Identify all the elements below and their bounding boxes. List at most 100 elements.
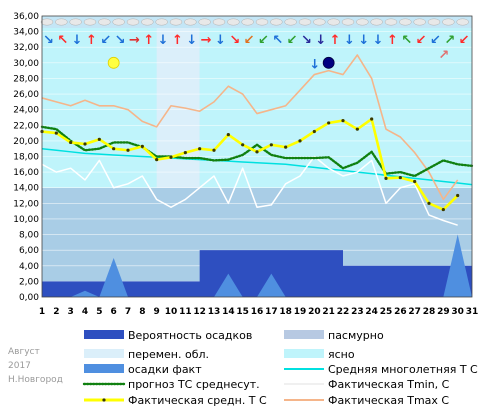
legend-label: Вероятность осадков <box>128 329 252 342</box>
legend-label: ясно <box>328 348 355 361</box>
wind-arrow-icon: ↙ <box>430 33 441 48</box>
y-tick-label: 2,00 <box>19 277 39 287</box>
wind-arrow-icon: ↓ <box>158 33 169 48</box>
y-tick-label: 32,00 <box>13 43 39 53</box>
x-tick-label: 21 <box>322 307 335 317</box>
x-tick-label: 5 <box>96 307 102 317</box>
y-tick-label: 34,00 <box>13 28 39 38</box>
cloud-icon <box>69 18 82 26</box>
data-point <box>427 201 431 205</box>
wind-arrow-icon: ↑ <box>330 33 341 48</box>
data-point <box>341 118 345 123</box>
x-tick-label: 13 <box>208 307 221 317</box>
x-tick-label: 23 <box>351 307 364 317</box>
x-tick-label: 7 <box>125 307 131 317</box>
y-tick-label: 26,00 <box>13 90 39 100</box>
x-tick-label: 1 <box>39 307 45 317</box>
data-point <box>269 143 273 147</box>
data-point <box>83 142 87 146</box>
x-tick-label: 30 <box>451 307 464 317</box>
cloud-icon <box>126 18 140 26</box>
x-tick-label: 11 <box>179 307 192 317</box>
legend-swatch <box>84 364 124 373</box>
x-tick-label: 2 <box>53 307 59 317</box>
legend-marker <box>102 398 106 402</box>
cloud-icon <box>284 18 297 26</box>
data-point <box>69 140 73 145</box>
data-point <box>255 150 259 154</box>
plot-frame <box>41 15 473 298</box>
y-tick-label: 4,00 <box>19 262 39 272</box>
x-tick-label: 22 <box>337 307 350 317</box>
x-tick-label: 3 <box>68 307 74 317</box>
data-point <box>298 139 302 143</box>
cloud-icon <box>169 18 183 26</box>
cloud-icon <box>341 18 355 26</box>
x-tick-label: 26 <box>394 307 407 317</box>
wind-arrow-icon: ↙ <box>100 33 111 48</box>
cloud-icon <box>313 18 326 26</box>
cloud-icon <box>456 18 469 26</box>
wind-arrow-icon: ↓ <box>344 33 355 48</box>
wind-arrow-icon: ↙ <box>258 33 269 48</box>
cloud-icon <box>55 18 68 26</box>
x-tick-label: 20 <box>308 307 321 317</box>
wind-arrow-icon: ↓ <box>309 57 320 72</box>
cloud-icon <box>227 18 240 26</box>
wind-arrow-icon: ↗ <box>438 48 449 63</box>
line-series <box>40 54 474 226</box>
wind-arrow-icon: ↖ <box>401 33 412 48</box>
legend-swatch <box>284 330 324 339</box>
cloud-icon <box>112 18 125 26</box>
data-point <box>284 145 288 149</box>
data-point <box>370 117 374 121</box>
cloud-icon <box>141 18 154 26</box>
legend: Вероятность осадков пасмурно перемен. обл.… <box>82 329 478 407</box>
cloud-icon <box>198 18 211 26</box>
data-point <box>226 133 230 137</box>
legend-label: пасмурно <box>328 329 384 342</box>
sky-segment <box>343 16 472 188</box>
series-line-5 <box>40 125 474 178</box>
cloud-icon <box>356 18 369 26</box>
data-point <box>97 137 101 141</box>
area-series <box>42 234 472 297</box>
data-point <box>212 148 216 152</box>
x-tick-label: 15 <box>236 307 249 317</box>
x-tick-label: 24 <box>365 307 378 317</box>
data-point <box>413 179 417 184</box>
data-point <box>241 143 245 147</box>
new-moon-icon <box>322 56 335 69</box>
cloud-icon <box>413 18 426 26</box>
cloud-icon <box>184 18 197 26</box>
y-tick-label: 36,00 <box>13 12 39 22</box>
cloud-icon <box>270 18 283 26</box>
wind-arrow-icon: ↙ <box>287 33 298 48</box>
y-tick-label: 22,00 <box>13 121 39 131</box>
data-point <box>384 176 388 180</box>
wind-arrow-icon: → <box>201 33 212 48</box>
wind-arrow-icon: ↘ <box>115 33 126 48</box>
x-tick-label: 29 <box>437 307 450 317</box>
cloud-icon <box>255 18 269 26</box>
cloud-icon <box>83 18 97 26</box>
y-tick-label: 20,00 <box>13 137 39 147</box>
legend-label: прогноз ТС среднесут. <box>128 378 260 391</box>
cloud-icon <box>384 18 398 26</box>
wind-arrow-icon: ↙ <box>416 33 427 48</box>
wind-arrow-icon: ↘ <box>43 33 54 48</box>
weather-icons: ↘ ↖ ↓ ↑ ↙ ↘ → ↑ ↓ ↑ ↓ → ↓ ↘ ↙ ↙ ↖ ↙ ↘ ↓ ↑ ↓ ↓ ↓ ↑ ↖ ↙ ↙ ↗ ↙↓↗ <box>40 16 472 72</box>
y-tick-label: 16,00 <box>13 168 39 178</box>
y-tick-label: 0,00 <box>19 293 39 303</box>
legend-label: Средняя многолетняя Т С <box>328 363 478 376</box>
wind-arrow-icon: ↑ <box>387 33 398 48</box>
wind-arrow-icon: ↗ <box>444 33 455 48</box>
x-tick-label: 17 <box>265 307 278 317</box>
wind-arrow-icon: ↑ <box>143 33 154 48</box>
cloud-icon <box>427 18 441 26</box>
legend-swatch <box>84 330 124 339</box>
legend-label: Фактическая Tmin, C <box>328 378 450 391</box>
axes: 0,00 2,00 4,00 6,00 8,00 10,00 12,00 14,00 16,00… <box>13 12 478 317</box>
wind-arrow-icon: ↖ <box>57 33 68 48</box>
